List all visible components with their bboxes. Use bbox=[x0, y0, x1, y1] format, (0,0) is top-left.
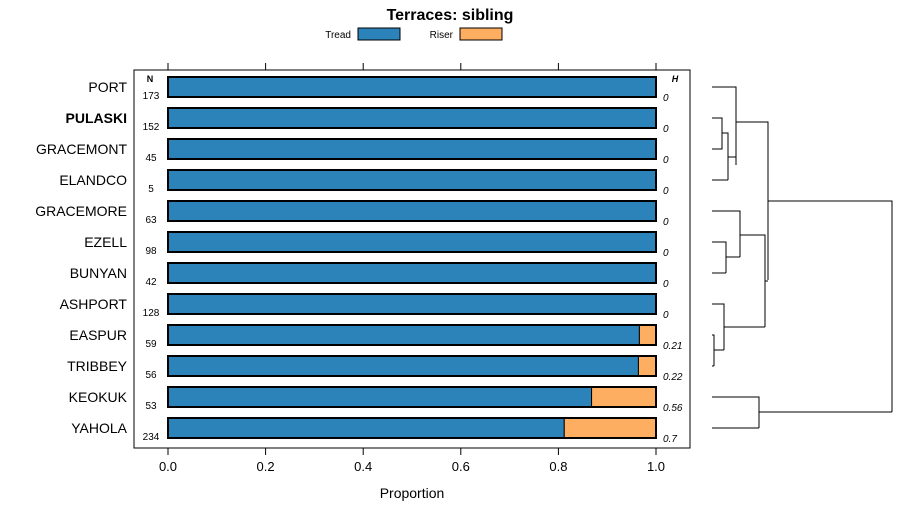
bar-outline bbox=[167, 386, 657, 408]
bar-segment-tread bbox=[167, 293, 657, 315]
bar-segment-tread bbox=[167, 169, 657, 191]
x-tick-label: 0.4 bbox=[354, 459, 372, 474]
bar-outline bbox=[167, 169, 657, 191]
n-value-label: 56 bbox=[145, 370, 157, 381]
h-column-header: H bbox=[672, 74, 679, 84]
x-tick-label: 0.0 bbox=[159, 459, 177, 474]
h-value-label: 0 bbox=[663, 248, 669, 259]
bar-segment-riser bbox=[563, 417, 657, 439]
x-tick-label: 1.0 bbox=[647, 459, 665, 474]
category-label: GRACEMORE bbox=[35, 203, 127, 219]
bar-outline bbox=[167, 76, 657, 98]
category-label: EASPUR bbox=[69, 327, 127, 343]
dendrogram-branch bbox=[712, 86, 737, 165]
dendrogram-branch bbox=[712, 210, 741, 257]
dendrogram-branch bbox=[722, 132, 729, 180]
x-axis-title: Proportion bbox=[380, 485, 445, 501]
dendrogram-branch bbox=[736, 121, 769, 280]
x-tick-label: 0.8 bbox=[549, 459, 567, 474]
category-label: GRACEMONT bbox=[36, 141, 127, 157]
bar-segment-tread bbox=[167, 138, 657, 160]
x-tick-label: 0.2 bbox=[257, 459, 275, 474]
chart-title: Terraces: sibling bbox=[387, 7, 514, 24]
bar-segment-tread bbox=[167, 386, 593, 408]
category-label: PULASKI bbox=[66, 110, 127, 126]
bar-segment-tread bbox=[167, 262, 657, 284]
h-value-label: 0.7 bbox=[663, 434, 677, 445]
dendrogram-branch bbox=[712, 396, 760, 428]
bar-segment-riser bbox=[637, 355, 657, 377]
bar-outline bbox=[167, 293, 657, 315]
h-value-label: 0.22 bbox=[663, 372, 683, 383]
n-column-header: N bbox=[147, 74, 154, 84]
h-value-label: 0 bbox=[663, 155, 669, 166]
bar-outline bbox=[167, 107, 657, 129]
h-value-label: 0 bbox=[663, 279, 669, 290]
plot-frame bbox=[133, 69, 691, 449]
bar-segment-tread bbox=[167, 417, 565, 439]
bar-outline bbox=[167, 324, 657, 346]
dendrogram-branch bbox=[712, 334, 715, 366]
bar-segment-tread bbox=[167, 324, 640, 346]
h-value-label: 0 bbox=[663, 186, 669, 197]
h-value-label: 0 bbox=[663, 124, 669, 135]
dendrogram-branch bbox=[712, 117, 723, 133]
bar-segment-tread bbox=[167, 200, 657, 222]
bar-outline bbox=[167, 417, 657, 439]
legend-swatch-riser bbox=[459, 27, 503, 41]
bar-outline bbox=[167, 355, 657, 377]
n-value-label: 152 bbox=[143, 122, 160, 133]
legend-label-riser: Riser bbox=[430, 30, 454, 41]
h-value-label: 0 bbox=[663, 93, 669, 104]
h-value-label: 0 bbox=[663, 217, 669, 228]
dendrogram-branch bbox=[712, 133, 723, 150]
bar-outline bbox=[167, 138, 657, 160]
legend-label-tread: Tread bbox=[325, 30, 351, 41]
legend: Tread Riser bbox=[325, 27, 503, 41]
dendrogram-branch bbox=[712, 241, 727, 273]
bar-segment-tread bbox=[167, 76, 657, 98]
n-value-label: 63 bbox=[145, 215, 157, 226]
category-label: TRIBBEY bbox=[67, 358, 128, 374]
category-label: ELANDCO bbox=[59, 172, 127, 188]
n-value-label: 173 bbox=[143, 91, 160, 102]
bar-outline bbox=[167, 200, 657, 222]
category-label: KEOKUK bbox=[69, 389, 128, 405]
bars-group bbox=[167, 76, 657, 439]
category-label: ASHPORT bbox=[60, 296, 128, 312]
n-value-label: 234 bbox=[143, 432, 160, 443]
x-tick-label: 0.6 bbox=[452, 459, 470, 474]
bar-segment-riser bbox=[591, 386, 657, 408]
bar-outline bbox=[167, 231, 657, 253]
h-value-label: 0.21 bbox=[663, 341, 682, 352]
n-value-label: 98 bbox=[145, 246, 157, 257]
n-value-label: 5 bbox=[148, 184, 154, 195]
dendrogram bbox=[712, 86, 893, 429]
legend-swatch-tread bbox=[357, 27, 401, 41]
n-value-label: 128 bbox=[143, 308, 160, 319]
n-value-label: 59 bbox=[145, 339, 157, 350]
bar-segment-tread bbox=[167, 355, 639, 377]
h-value-label: 0 bbox=[663, 310, 669, 321]
bar-segment-tread bbox=[167, 107, 657, 129]
category-label: EZELL bbox=[84, 234, 127, 250]
n-value-label: 45 bbox=[145, 153, 157, 164]
n-value-label: 53 bbox=[145, 401, 157, 412]
category-label: YAHOLA bbox=[71, 420, 127, 436]
dendrogram-branch bbox=[768, 200, 893, 412]
n-labels: 173 152 45 5 63 98 42 128 59 56 53 234 bbox=[143, 91, 160, 443]
category-label: PORT bbox=[88, 79, 127, 95]
bar-segment-tread bbox=[167, 231, 657, 253]
dendrogram-branch bbox=[740, 234, 766, 327]
category-label: BUNYAN bbox=[70, 265, 127, 281]
n-value-label: 42 bbox=[145, 277, 157, 288]
h-value-label: 0.56 bbox=[663, 403, 683, 414]
bar-segment-riser bbox=[638, 324, 657, 346]
category-labels: PORT PULASKI GRACEMONT ELANDCO GRACEMORE EZEL… bbox=[35, 79, 127, 436]
dendrogram-branch bbox=[712, 303, 725, 350]
h-labels: 0 0 0 0 0 0 0 0 0.21 0.22 0.56 0.7 bbox=[663, 93, 683, 445]
x-axis: 0.0 0.2 0.4 0.6 0.8 1.0 bbox=[159, 63, 665, 474]
bar-outline bbox=[167, 262, 657, 284]
